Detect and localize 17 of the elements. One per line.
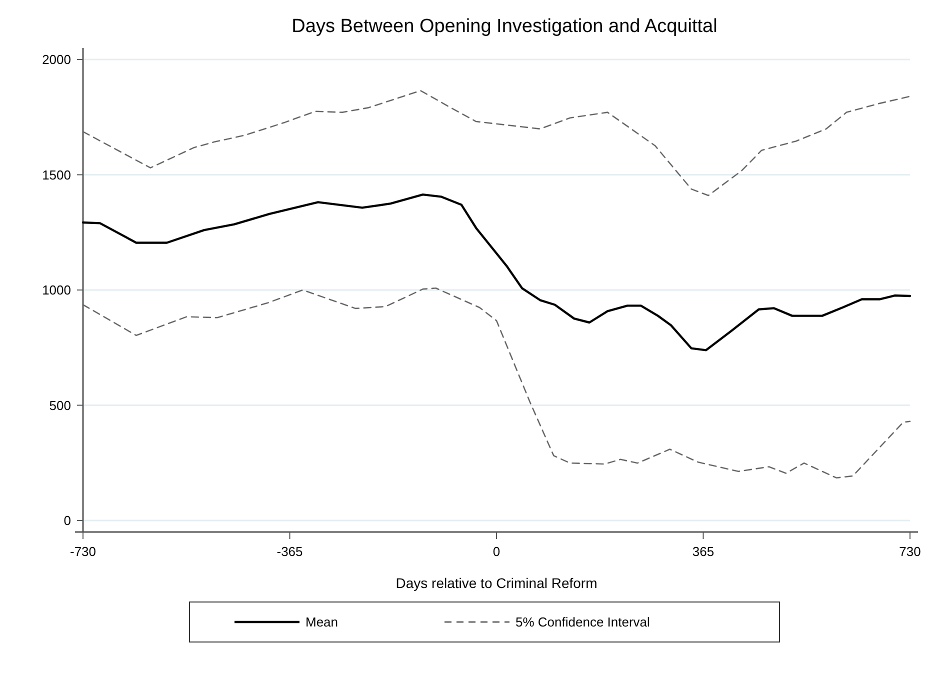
x-tick-label: -730 (70, 544, 96, 559)
x-axis-title: Days relative to Criminal Reform (396, 575, 598, 591)
x-tick-label: 365 (692, 544, 714, 559)
x-tick-label: 730 (899, 544, 921, 559)
x-tick-label: -365 (276, 544, 303, 559)
y-tick-label: 2000 (42, 52, 71, 68)
line-series (82, 90, 911, 196)
chart-title: Days Between Opening Investigation and Acquittal (292, 16, 718, 37)
y-tick-label: 1000 (42, 282, 71, 298)
y-tick-label: 0 (64, 513, 71, 528)
y-tick-label: 500 (49, 398, 71, 413)
legend-label: 5% Confidence Interval (516, 614, 650, 630)
line-series (82, 288, 911, 478)
y-tick-label: 1500 (42, 167, 71, 182)
line-series (82, 193, 912, 352)
legend-label: Mean (306, 614, 338, 630)
x-tick-label: 0 (492, 544, 500, 559)
